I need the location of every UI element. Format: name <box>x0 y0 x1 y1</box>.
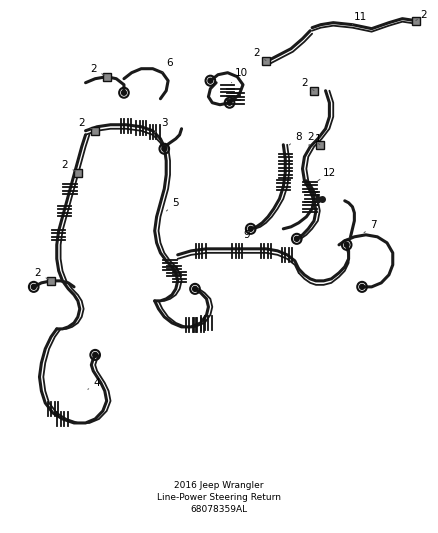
Text: 1: 1 <box>309 134 321 145</box>
Circle shape <box>32 285 36 289</box>
FancyBboxPatch shape <box>103 72 110 80</box>
Circle shape <box>208 78 213 83</box>
Text: 2016 Jeep Wrangler: 2016 Jeep Wrangler <box>174 481 264 490</box>
Text: 2: 2 <box>78 118 93 130</box>
Text: 3: 3 <box>155 118 168 133</box>
Text: 6: 6 <box>162 58 173 72</box>
Circle shape <box>248 227 253 231</box>
Text: 2: 2 <box>307 132 320 145</box>
FancyBboxPatch shape <box>316 141 324 149</box>
Text: 2: 2 <box>90 64 104 75</box>
Text: 68078359AL: 68078359AL <box>191 505 247 514</box>
FancyBboxPatch shape <box>91 127 99 135</box>
Text: 10: 10 <box>231 68 247 83</box>
FancyBboxPatch shape <box>310 87 318 95</box>
Text: 4: 4 <box>88 378 100 389</box>
Text: 5: 5 <box>166 198 179 211</box>
Text: 9: 9 <box>239 230 250 245</box>
Text: 7: 7 <box>364 220 377 233</box>
Circle shape <box>360 285 364 289</box>
FancyBboxPatch shape <box>262 56 270 64</box>
Text: 11: 11 <box>353 12 367 25</box>
FancyBboxPatch shape <box>74 169 82 177</box>
Circle shape <box>162 146 167 151</box>
Circle shape <box>294 236 299 241</box>
FancyBboxPatch shape <box>47 277 55 285</box>
Text: 8: 8 <box>289 132 302 145</box>
FancyBboxPatch shape <box>412 17 420 25</box>
Circle shape <box>344 243 349 247</box>
Text: Line-Power Steering Return: Line-Power Steering Return <box>157 493 281 502</box>
Circle shape <box>227 100 232 105</box>
Circle shape <box>122 90 126 95</box>
Text: 2: 2 <box>253 47 266 61</box>
Text: 12: 12 <box>318 168 336 181</box>
Text: 2: 2 <box>61 160 75 171</box>
Text: 2: 2 <box>301 78 314 91</box>
Text: 2: 2 <box>416 10 427 21</box>
Circle shape <box>93 352 98 358</box>
Circle shape <box>193 286 198 292</box>
Text: 2: 2 <box>34 268 49 279</box>
